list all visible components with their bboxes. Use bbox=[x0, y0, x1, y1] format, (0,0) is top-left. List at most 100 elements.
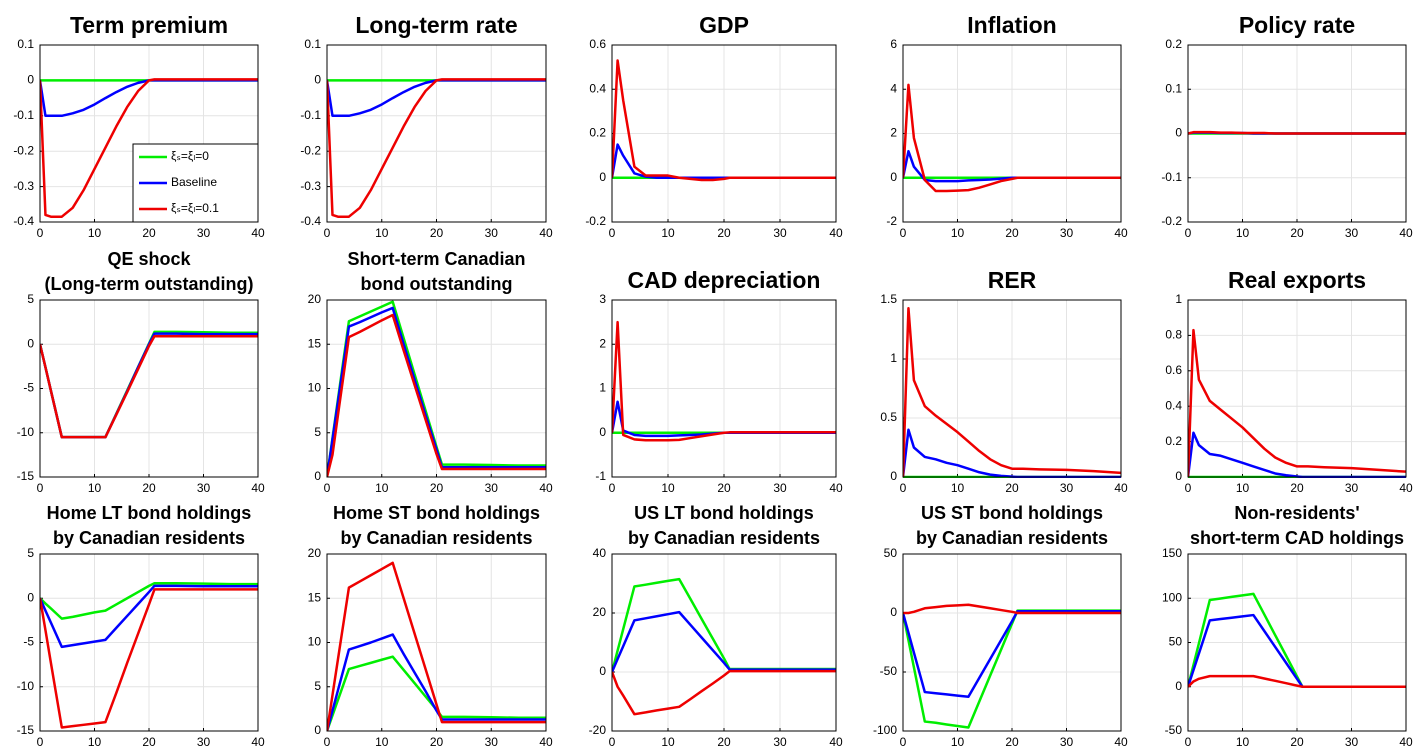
y-tick-label: 0 bbox=[890, 469, 897, 483]
x-tick-label: 0 bbox=[900, 481, 907, 495]
y-tick-label: -0.4 bbox=[300, 214, 321, 228]
plot-frame bbox=[611, 553, 837, 732]
y-tick-label: 0 bbox=[1175, 126, 1182, 140]
y-tick-label: -0.3 bbox=[300, 179, 321, 193]
y-tick-label: 10 bbox=[308, 635, 322, 649]
y-tick-label: 0 bbox=[27, 590, 34, 604]
y-tick-label: 0.8 bbox=[1165, 328, 1182, 342]
y-tick-label: 2 bbox=[599, 336, 606, 350]
x-tick-label: 30 bbox=[1060, 735, 1074, 749]
series-line bbox=[903, 603, 1121, 615]
chart-title: Term premium bbox=[70, 12, 228, 38]
x-tick-label: 40 bbox=[1399, 735, 1413, 749]
x-tick-label: 20 bbox=[1005, 226, 1019, 240]
series-line bbox=[40, 78, 258, 218]
x-tick-label: 40 bbox=[539, 735, 553, 749]
plot-frame bbox=[326, 553, 547, 732]
y-tick-label: -0.1 bbox=[300, 108, 321, 122]
y-tick-label: 1 bbox=[599, 381, 606, 395]
x-tick-label: 20 bbox=[1290, 735, 1304, 749]
y-tick-label: 5 bbox=[27, 546, 34, 560]
y-tick-label: 3 bbox=[599, 292, 606, 306]
x-tick-label: 30 bbox=[197, 481, 211, 495]
y-tick-label: -15 bbox=[17, 469, 35, 483]
y-tick-label: 0.1 bbox=[304, 37, 321, 51]
y-tick-label: 0 bbox=[27, 73, 34, 87]
series-line bbox=[327, 655, 546, 732]
y-tick-label: 15 bbox=[308, 336, 322, 350]
y-tick-label: 0.5 bbox=[880, 410, 897, 424]
series-line bbox=[1188, 328, 1406, 478]
y-tick-label: 0.6 bbox=[1165, 363, 1182, 377]
y-tick-label: 0 bbox=[27, 336, 34, 350]
chart-title: Long-term rate bbox=[355, 12, 517, 38]
x-tick-label: 40 bbox=[1114, 735, 1128, 749]
x-tick-label: 30 bbox=[485, 735, 499, 749]
x-tick-label: 30 bbox=[773, 226, 787, 240]
y-tick-label: -0.1 bbox=[1161, 170, 1182, 184]
x-tick-label: 10 bbox=[951, 226, 965, 240]
x-tick-label: 10 bbox=[88, 481, 102, 495]
x-tick-label: 0 bbox=[609, 481, 616, 495]
x-tick-label: 0 bbox=[1185, 735, 1192, 749]
series-line bbox=[1188, 130, 1406, 135]
chart-title: RER bbox=[988, 267, 1037, 293]
y-tick-label: 1 bbox=[890, 351, 897, 365]
y-tick-label: 1 bbox=[1175, 292, 1182, 306]
y-tick-label: -2 bbox=[886, 214, 897, 228]
x-tick-label: 0 bbox=[900, 226, 907, 240]
y-tick-label: -0.3 bbox=[13, 179, 34, 193]
series-line bbox=[903, 307, 1121, 478]
series-line bbox=[327, 306, 546, 478]
x-tick-label: 30 bbox=[1345, 481, 1359, 495]
series-line bbox=[1188, 674, 1406, 688]
x-tick-label: 20 bbox=[430, 226, 444, 240]
y-tick-label: 4 bbox=[890, 81, 897, 95]
chart-title: short-term CAD holdings bbox=[1190, 528, 1404, 548]
y-tick-label: -15 bbox=[17, 723, 35, 737]
y-tick-label: -100 bbox=[873, 723, 897, 737]
legend-label: ξₛ=ξₗ=0.1 bbox=[171, 201, 219, 215]
legend-label: ξₛ=ξₗ=0 bbox=[171, 149, 209, 163]
x-tick-label: 30 bbox=[1345, 226, 1359, 240]
x-tick-label: 20 bbox=[430, 481, 444, 495]
x-tick-label: 30 bbox=[197, 735, 211, 749]
x-tick-label: 0 bbox=[37, 226, 44, 240]
series-line bbox=[903, 83, 1121, 193]
y-tick-label: 0.2 bbox=[589, 126, 606, 140]
y-tick-label: 0.2 bbox=[1165, 434, 1182, 448]
plot-frame bbox=[1187, 44, 1407, 223]
x-tick-label: 40 bbox=[539, 226, 553, 240]
y-tick-label: 0 bbox=[314, 723, 321, 737]
chart-title: by Canadian residents bbox=[340, 528, 532, 548]
series-line bbox=[327, 78, 546, 218]
x-tick-label: 30 bbox=[1060, 226, 1074, 240]
chart-title: Non-residents' bbox=[1234, 503, 1359, 523]
x-tick-label: 20 bbox=[1290, 481, 1304, 495]
x-tick-label: 0 bbox=[324, 226, 331, 240]
x-tick-label: 30 bbox=[485, 226, 499, 240]
x-tick-label: 0 bbox=[324, 735, 331, 749]
series-line bbox=[327, 313, 546, 478]
y-tick-label: 0 bbox=[599, 425, 606, 439]
y-tick-label: 6 bbox=[890, 37, 897, 51]
y-tick-label: 20 bbox=[593, 605, 607, 619]
series-line bbox=[612, 59, 836, 182]
x-tick-label: 20 bbox=[717, 481, 731, 495]
plot-frame bbox=[902, 553, 1122, 732]
x-tick-label: 20 bbox=[142, 226, 156, 240]
x-tick-label: 30 bbox=[1060, 481, 1074, 495]
x-tick-label: 0 bbox=[37, 735, 44, 749]
y-tick-label: 0 bbox=[890, 170, 897, 184]
y-tick-label: 0.1 bbox=[17, 37, 34, 51]
y-tick-label: -0.2 bbox=[13, 143, 34, 157]
y-tick-label: -10 bbox=[17, 425, 35, 439]
x-tick-label: 40 bbox=[829, 226, 843, 240]
y-tick-label: 20 bbox=[308, 546, 322, 560]
y-tick-label: 10 bbox=[308, 381, 322, 395]
x-tick-label: 40 bbox=[829, 481, 843, 495]
y-tick-label: -50 bbox=[1165, 723, 1183, 737]
plot-frame bbox=[39, 553, 259, 732]
y-tick-label: -0.1 bbox=[13, 108, 34, 122]
